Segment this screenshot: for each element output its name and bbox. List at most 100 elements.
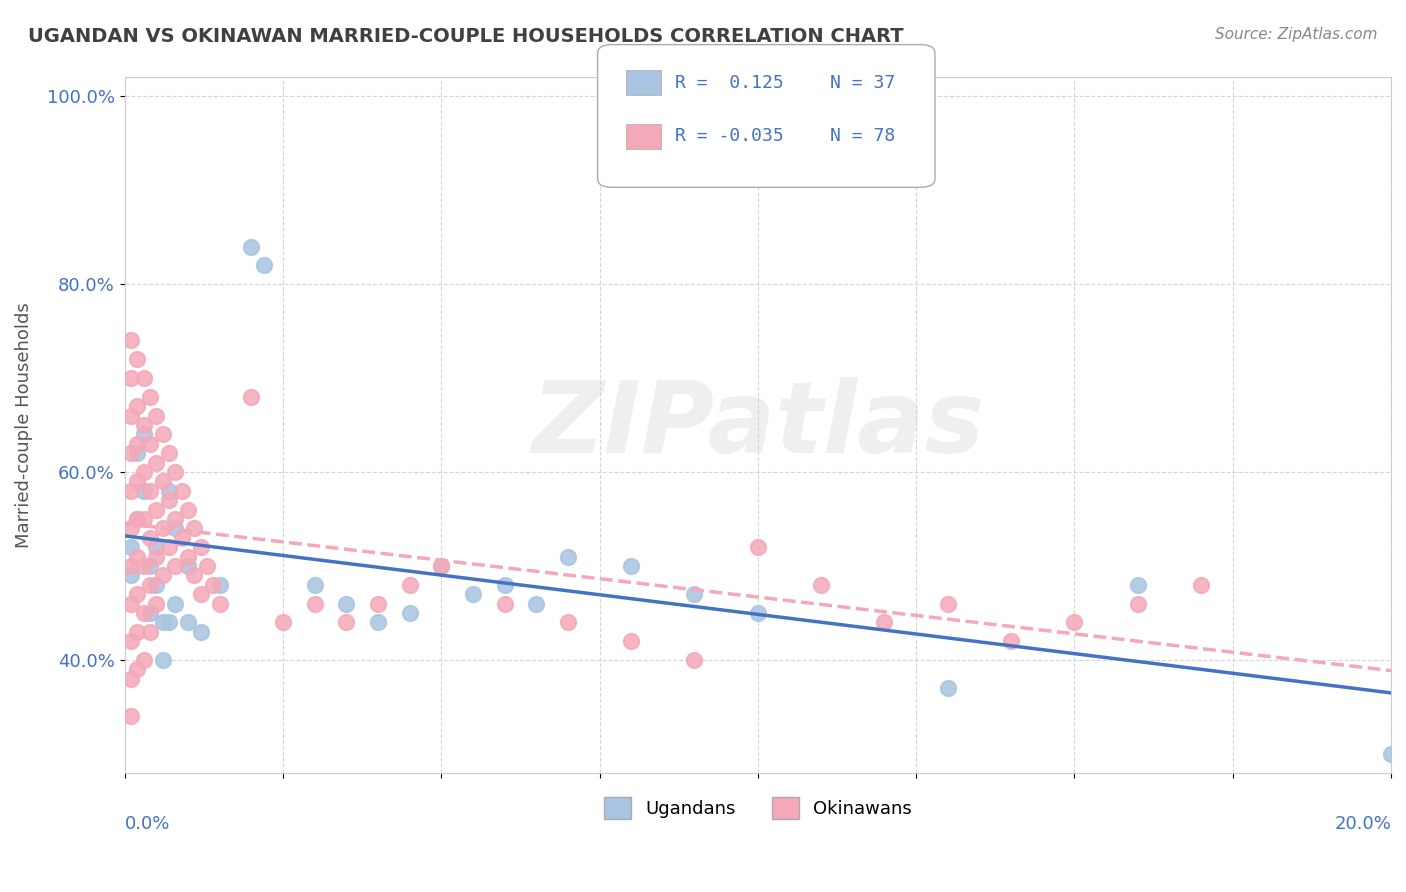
Point <box>165 558 187 573</box>
Point <box>430 558 453 573</box>
Text: 0.0%: 0.0% <box>125 815 170 833</box>
Point <box>1379 747 1402 761</box>
Point <box>165 597 187 611</box>
Point <box>139 390 162 404</box>
Point <box>120 634 142 648</box>
Point <box>524 597 547 611</box>
Point <box>208 578 231 592</box>
Point <box>127 512 149 526</box>
Point <box>183 568 205 582</box>
Point <box>127 512 149 526</box>
Point <box>120 709 142 723</box>
Point <box>1000 634 1022 648</box>
Point <box>145 409 167 423</box>
Point <box>127 475 149 489</box>
Point <box>132 371 155 385</box>
Point <box>157 615 180 630</box>
Point <box>157 446 180 460</box>
Point <box>145 540 167 554</box>
Point <box>557 615 579 630</box>
Point <box>139 437 162 451</box>
Point <box>145 456 167 470</box>
Point <box>1126 597 1149 611</box>
Point <box>139 624 162 639</box>
Point <box>1063 615 1085 630</box>
Point <box>1189 578 1212 592</box>
Point <box>367 615 389 630</box>
Point <box>127 662 149 676</box>
Point <box>494 597 516 611</box>
Point <box>367 597 389 611</box>
Point <box>747 606 769 620</box>
Point <box>145 502 167 516</box>
Point <box>747 540 769 554</box>
Point <box>139 558 162 573</box>
Point <box>120 334 142 348</box>
Point <box>304 578 326 592</box>
Point <box>127 587 149 601</box>
Point <box>461 587 484 601</box>
Point <box>157 540 180 554</box>
Point <box>139 578 162 592</box>
Point <box>170 483 193 498</box>
Point <box>120 371 142 385</box>
Point <box>145 578 167 592</box>
Point <box>120 672 142 686</box>
Point <box>202 578 225 592</box>
Point <box>132 417 155 432</box>
Point <box>810 578 832 592</box>
Text: UGANDAN VS OKINAWAN MARRIED-COUPLE HOUSEHOLDS CORRELATION CHART: UGANDAN VS OKINAWAN MARRIED-COUPLE HOUSE… <box>28 27 904 45</box>
Text: ZIPatlas: ZIPatlas <box>531 376 984 474</box>
Point <box>127 446 149 460</box>
Point <box>132 427 155 442</box>
Text: Source: ZipAtlas.com: Source: ZipAtlas.com <box>1215 27 1378 42</box>
Text: 20.0%: 20.0% <box>1334 815 1391 833</box>
Text: R =  0.125: R = 0.125 <box>675 74 783 92</box>
Point <box>132 512 155 526</box>
Point <box>157 493 180 508</box>
Point <box>430 558 453 573</box>
Point <box>190 624 212 639</box>
Point <box>120 521 142 535</box>
Point <box>398 606 420 620</box>
Point <box>253 258 276 272</box>
Point <box>120 409 142 423</box>
Point <box>170 531 193 545</box>
Point <box>335 615 357 630</box>
Point <box>1126 578 1149 592</box>
Point <box>177 558 200 573</box>
Point <box>165 465 187 479</box>
Point <box>335 597 357 611</box>
Point <box>139 483 162 498</box>
Point <box>208 597 231 611</box>
Point <box>177 615 200 630</box>
Point <box>120 446 142 460</box>
Point <box>190 540 212 554</box>
Point <box>683 587 706 601</box>
Point <box>683 653 706 667</box>
Point <box>494 578 516 592</box>
Point <box>157 483 180 498</box>
Point <box>165 512 187 526</box>
Point <box>127 624 149 639</box>
Point <box>183 521 205 535</box>
Point <box>152 475 174 489</box>
Point <box>127 437 149 451</box>
Point <box>177 502 200 516</box>
Legend: Ugandans, Okinawans: Ugandans, Okinawans <box>596 789 920 826</box>
Text: R = -0.035: R = -0.035 <box>675 128 783 145</box>
Y-axis label: Married-couple Households: Married-couple Households <box>15 302 32 548</box>
Point <box>127 352 149 367</box>
Point <box>132 483 155 498</box>
Point <box>132 653 155 667</box>
Point <box>152 615 174 630</box>
Point <box>145 549 167 564</box>
Point <box>127 549 149 564</box>
Point <box>165 521 187 535</box>
Point <box>936 681 959 695</box>
Point <box>132 558 155 573</box>
Point <box>120 540 142 554</box>
Point <box>195 558 218 573</box>
Point <box>152 427 174 442</box>
Point <box>145 597 167 611</box>
